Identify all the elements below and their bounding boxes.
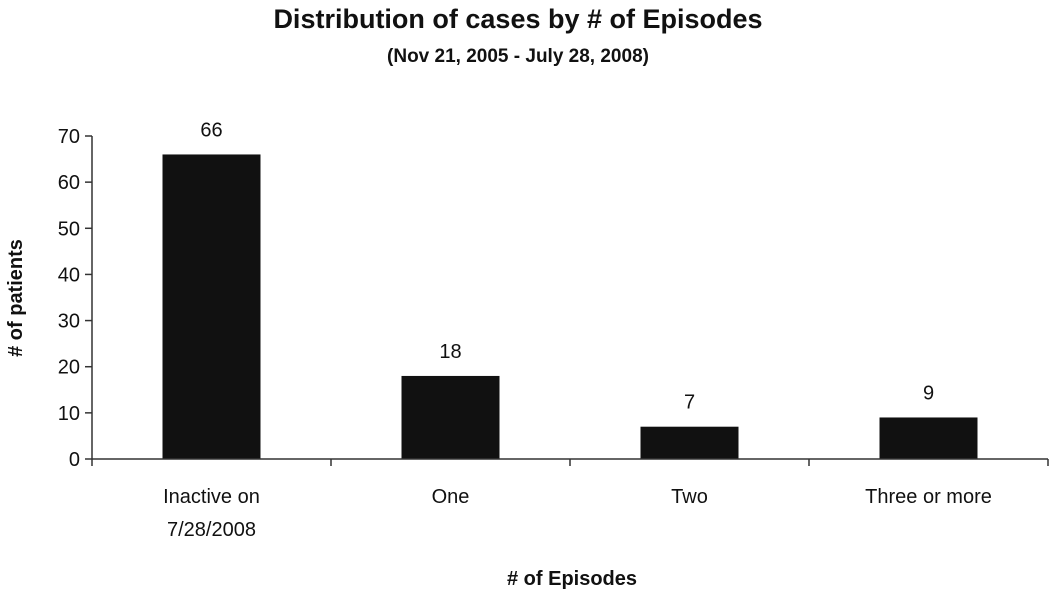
x-axis-label: # of Episodes [507, 568, 637, 590]
bar [401, 375, 500, 459]
data-label: 66 [200, 119, 222, 141]
y-axis-label: # of patients [5, 239, 27, 357]
y-tick-label: 10 [58, 403, 80, 425]
bar [640, 426, 739, 459]
bar [879, 417, 978, 459]
x-tick-label: One [432, 486, 470, 508]
x-tick-label: Three or more [865, 486, 992, 508]
x-tick-label: Two [671, 486, 708, 508]
data-label: 7 [684, 392, 695, 414]
y-tick-label: 50 [58, 218, 80, 240]
data-label: 18 [439, 341, 461, 363]
y-tick-label: 70 [58, 126, 80, 148]
bar [162, 154, 261, 459]
y-tick-label: 20 [58, 357, 80, 379]
chart-title: Distribution of cases by # of Episodes [273, 4, 762, 34]
plot-area: 0 10 20 30 40 50 60 70 66 Inactive on 7/28/2008 18 O… [58, 119, 1049, 541]
y-tick-label: 30 [58, 311, 80, 333]
y-tick-label: 60 [58, 172, 80, 194]
y-tick-label: 0 [69, 449, 80, 471]
chart-subtitle: (Nov 21, 2005 - July 28, 2008) [387, 46, 649, 67]
y-tick-label: 40 [58, 264, 80, 286]
data-label: 9 [923, 382, 934, 404]
x-tick-label: Inactive on 7/28/2008 [163, 486, 260, 541]
